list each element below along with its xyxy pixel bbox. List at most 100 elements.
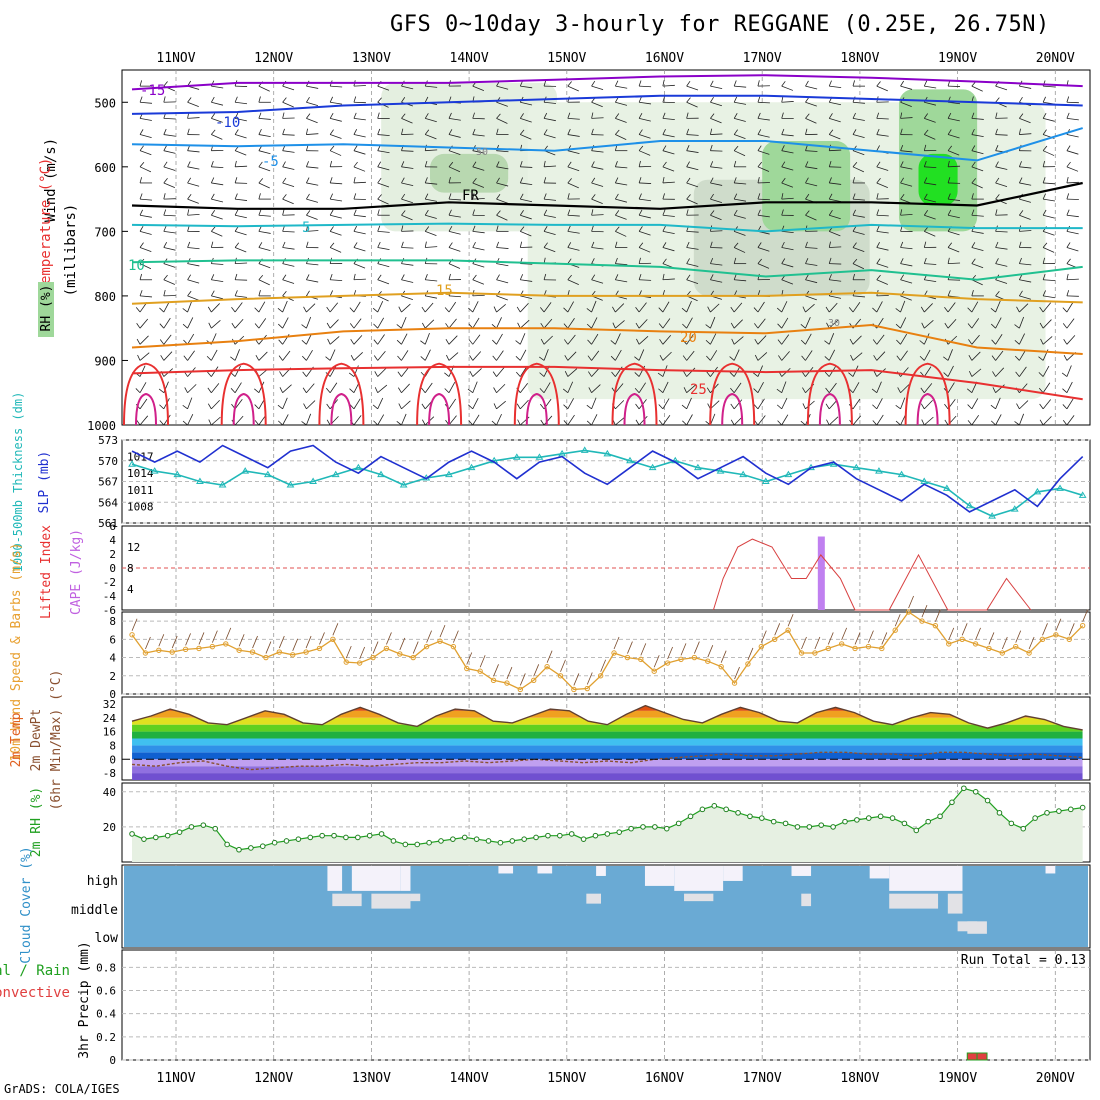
wind-barb-flag — [258, 128, 262, 135]
rh-point — [402, 841, 409, 848]
wind-barb — [591, 101, 603, 108]
wind-barb — [995, 263, 1008, 267]
wind-barb-flag — [210, 96, 215, 103]
wind-barb-flag — [852, 80, 855, 87]
wind-barb — [258, 85, 270, 92]
wind-barb-flag — [1018, 128, 1021, 135]
wind-barb-flag — [850, 354, 854, 361]
wind-barb — [520, 85, 533, 89]
wind-barb — [734, 118, 746, 122]
wind-barb — [829, 118, 841, 123]
series-line-Thickness — [131, 449, 1083, 517]
wind-barb — [971, 368, 982, 377]
wind-barb — [211, 263, 224, 265]
wind-barb-flag — [567, 193, 570, 200]
wind-barb-flag — [540, 403, 545, 410]
wind-barb — [829, 149, 842, 152]
temp-color-band — [132, 752, 1083, 760]
temp-tick-label: 16 — [103, 726, 116, 739]
wind-barb — [1043, 182, 1056, 185]
wind-barb — [781, 351, 790, 361]
wind-barb-flag — [733, 145, 739, 151]
wind-barb — [1042, 319, 1052, 329]
thickness-axis-label: 1000-500mb Thickness (dm) — [11, 392, 25, 573]
wind-barb — [1066, 150, 1079, 155]
wind-barb-flag — [1042, 177, 1046, 184]
wind-barb-flag — [349, 307, 355, 313]
wind-barb-flag — [377, 241, 381, 248]
wind-barb-flag — [757, 161, 762, 168]
surface-wind-barb — [372, 641, 379, 654]
wind-barb — [211, 230, 223, 237]
wind-barb-flag — [448, 112, 452, 119]
rh-point — [1032, 815, 1038, 821]
wind-barb-flag — [900, 80, 905, 87]
wind-barb-flag — [258, 96, 261, 103]
wind-barb — [923, 333, 930, 345]
wind-barb-flag — [947, 290, 951, 297]
wind-speed-point — [852, 645, 858, 652]
wind-barb — [614, 349, 622, 361]
wind-barb-flag — [1042, 96, 1046, 103]
wind-barb-flag — [662, 209, 666, 216]
rh-shade-region — [762, 141, 851, 232]
wind-barb-flag — [350, 339, 355, 345]
wind-barb — [900, 213, 913, 216]
wind-barb — [591, 150, 604, 153]
wind-barb — [852, 301, 861, 313]
rh-point — [473, 836, 480, 842]
wind-barb-flag — [992, 387, 996, 393]
date-label-bottom: 16NOV — [645, 1071, 684, 1086]
rh-point — [426, 839, 432, 846]
wind-barb — [448, 301, 457, 313]
wind-barb-flag — [1039, 403, 1044, 410]
wind-barb-flag — [710, 177, 714, 184]
wind-barb-flag — [968, 370, 973, 377]
wind-barb-flag — [278, 323, 283, 329]
wind-barb — [448, 295, 461, 298]
wind-barb-flag — [705, 324, 711, 329]
wind-barb-flag — [139, 225, 144, 232]
wind-barb — [971, 214, 984, 217]
wind-barb — [900, 101, 912, 107]
wind-barb-flag — [710, 96, 714, 103]
wind-barb-flag — [187, 274, 192, 280]
rh-point — [307, 834, 314, 841]
wind-barb — [258, 247, 271, 251]
rh-tick-label: 20 — [103, 821, 116, 834]
wind-barb-flag — [662, 80, 665, 87]
wind-barb-flag — [752, 372, 759, 377]
wind-barb-flag — [995, 161, 999, 168]
pressure-tick-label: 900 — [94, 354, 116, 368]
wind-barb-flag — [282, 290, 287, 297]
wind-barb-flag — [377, 112, 380, 119]
temp-color-band — [132, 773, 1083, 780]
cloud-block — [723, 866, 743, 881]
wind-barb-flag — [277, 404, 283, 410]
wind-barb — [734, 214, 746, 219]
cloud-block — [400, 866, 411, 891]
wind-barb — [1043, 214, 1055, 219]
wind-barb-flag — [543, 193, 547, 200]
wind-barb — [924, 416, 934, 426]
chart-title: GFS 0~10day 3-hourly for REGGANE (0.25E,… — [390, 12, 1050, 37]
wind-barb-flag — [329, 129, 334, 135]
wind-barb-flag — [1062, 307, 1068, 313]
wind-barb — [187, 213, 200, 216]
wind-barb — [306, 230, 319, 232]
isotherm-25 — [131, 365, 1083, 401]
wind-barb — [496, 247, 509, 249]
wind-barb-flag — [635, 403, 640, 410]
wind-barb-flag — [163, 128, 167, 135]
wind-barb-flag — [990, 420, 996, 426]
wind-speed-point — [624, 654, 631, 661]
surface-wind-barb — [345, 645, 352, 659]
date-label-bottom: 17NOV — [743, 1071, 782, 1086]
wind-barb — [876, 414, 884, 426]
wind-barb-flag — [401, 193, 406, 200]
rh-point — [889, 815, 896, 821]
rh-point — [925, 818, 931, 825]
pressure-tick-label: 700 — [94, 225, 116, 239]
wind-barb — [377, 166, 390, 171]
thickness-tick-label: 564 — [98, 496, 118, 509]
